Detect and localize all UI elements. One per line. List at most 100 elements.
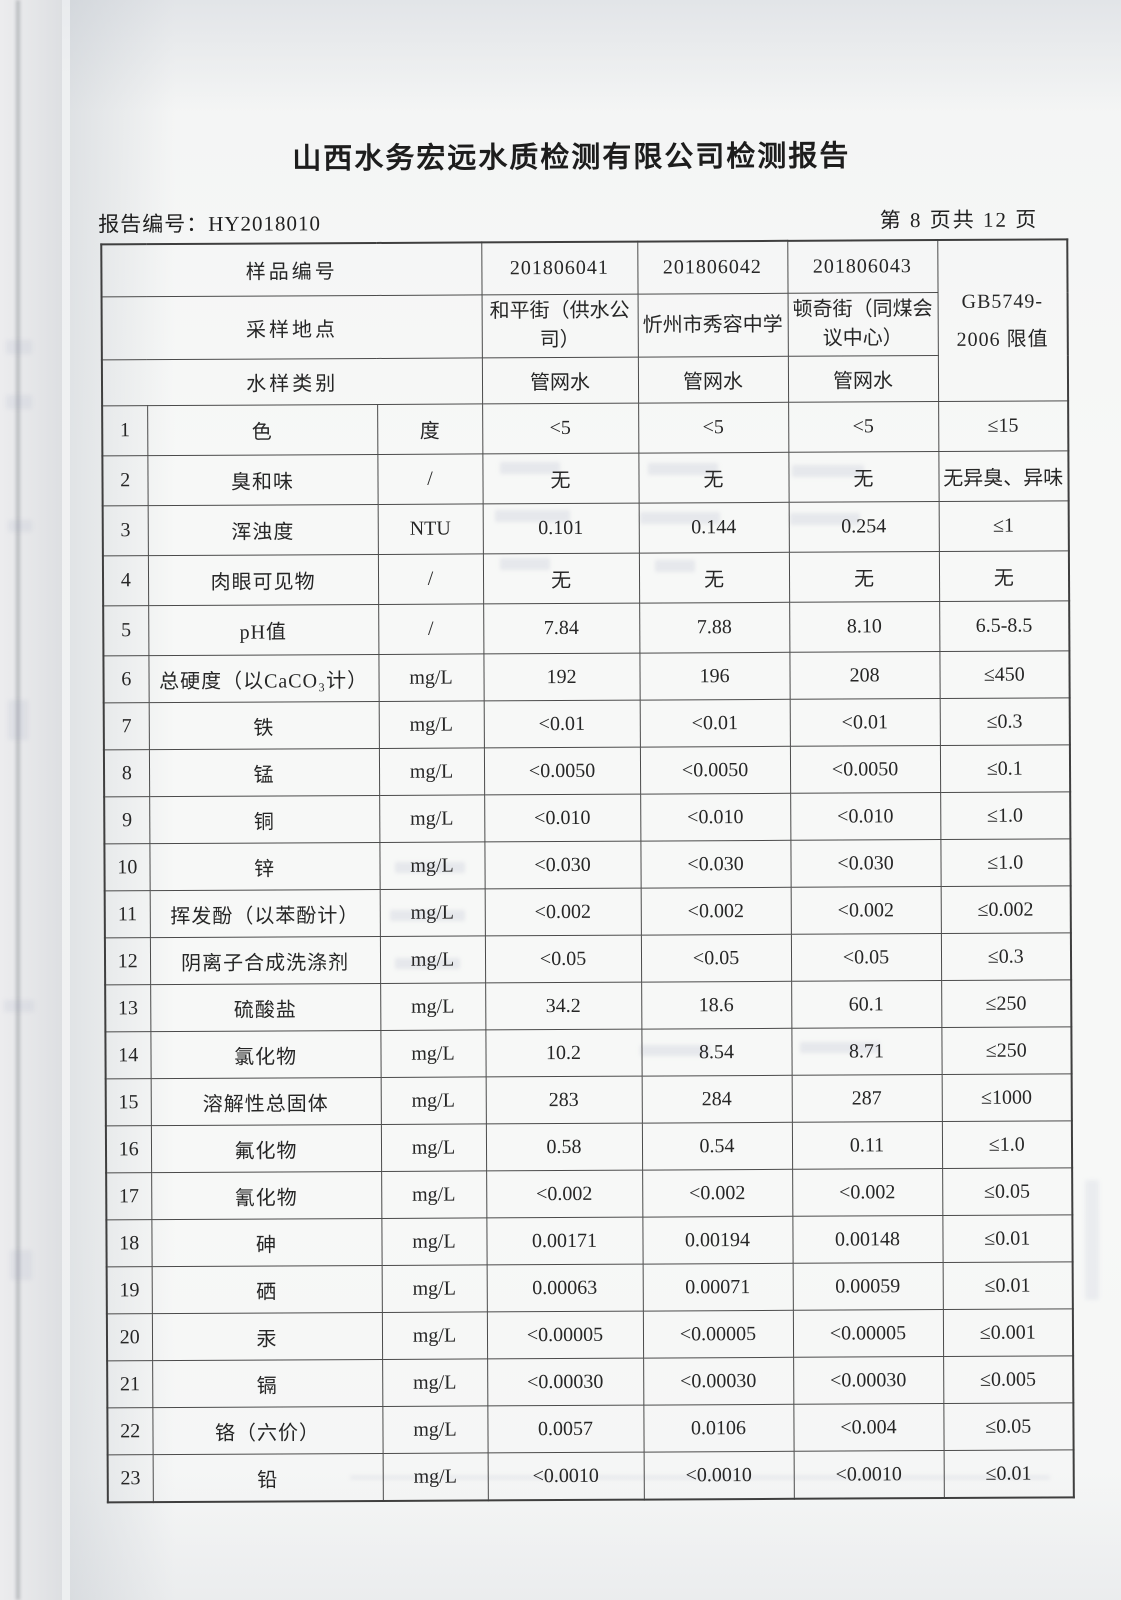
bleed-through-mark <box>395 862 465 873</box>
table-row: 23 铅 mg/L <0.0010 <0.0010 <0.0010 ≤0.01 <box>107 1449 1074 1503</box>
unit-cell: mg/L <box>382 1452 488 1501</box>
value-cell-sample2: 284 <box>641 1075 792 1124</box>
bleed-through-mark <box>10 1250 32 1280</box>
limit-cell: ≤250 <box>941 1026 1072 1075</box>
parameter-name-cell: 臭和味 <box>147 454 378 506</box>
value-cell-sample3: <5 <box>788 401 939 453</box>
bleed-through-mark <box>655 560 695 572</box>
value-cell-sample2: <0.00030 <box>643 1357 794 1406</box>
value-cell-sample1: <0.00005 <box>486 1311 644 1359</box>
bleed-through-mark <box>495 510 570 522</box>
value-cell-sample1: 7.84 <box>483 603 640 654</box>
bleed-through-mark <box>390 910 465 921</box>
limit-cell: ≤15 <box>938 400 1069 452</box>
value-cell-sample2: 0.0106 <box>643 1404 794 1453</box>
limit-cell: 6.5-8.5 <box>939 600 1070 652</box>
value-cell-sample3: 0.254 <box>788 501 939 553</box>
limit-cell: ≤250 <box>941 979 1072 1028</box>
parameter-name-cell: 锌 <box>149 842 380 891</box>
value-cell-sample2: 无 <box>638 552 790 604</box>
unit-cell: mg/L <box>380 1029 486 1078</box>
report-number-value: HY2018010 <box>208 211 322 236</box>
water-type-cell: 管网水 <box>481 357 639 404</box>
header-row-water-type: 水样类别 管网水 管网水 管网水 <box>101 355 1068 406</box>
table-row: 1 色 度 <5 <5 <5 ≤15 <box>102 400 1069 456</box>
underlying-page-edge <box>0 0 62 1600</box>
row-number-cell: 9 <box>104 796 150 844</box>
limit-cell: ≤0.005 <box>943 1355 1074 1404</box>
value-cell-sample3: 8.71 <box>791 1027 942 1076</box>
row-number-cell: 11 <box>104 890 150 938</box>
document-content: 山西水务宏远水质检测有限公司检测报告 报告编号：HY2018010 第 8 页共… <box>98 140 1075 1504</box>
bleed-through-mark <box>1085 1180 1099 1300</box>
value-cell-sample1: 无 <box>482 553 640 604</box>
limit-standard-line2: 2006 限值 <box>956 327 1049 351</box>
parameter-name-cell: 氟化物 <box>150 1124 382 1173</box>
unit-cell: NTU <box>377 503 483 555</box>
water-type-label-cell: 水样类别 <box>101 357 483 406</box>
value-cell-sample1: <0.0010 <box>487 1452 644 1501</box>
unit-cell: mg/L <box>378 700 484 749</box>
limit-cell: 无 <box>938 550 1070 602</box>
value-cell-sample1: 0.0057 <box>487 1405 644 1453</box>
value-cell-sample1: <0.030 <box>484 841 641 889</box>
row-number-cell: 19 <box>106 1266 152 1314</box>
unit-cell: mg/L <box>379 935 486 984</box>
value-cell-sample3: <0.002 <box>790 886 941 935</box>
value-cell-sample3: 无 <box>788 451 939 503</box>
header-row-location: 采样地点 和平街（供水公司） 忻州市秀容中学 顿奇街（同煤会议中心） <box>101 292 1068 360</box>
value-cell-sample2: 196 <box>639 652 790 701</box>
row-number-cell: 17 <box>106 1172 152 1220</box>
value-cell-sample1: <0.002 <box>486 1170 643 1218</box>
parameter-name-cell: 铜 <box>149 795 380 844</box>
table-row: 14 氯化物 mg/L 10.2 8.54 8.71 ≤250 <box>105 1026 1072 1079</box>
row-number-cell: 23 <box>107 1454 153 1503</box>
unit-cell: mg/L <box>381 1311 488 1360</box>
value-cell-sample3: 208 <box>789 651 940 700</box>
unit-cell: mg/L <box>379 888 485 937</box>
limit-cell: ≤0.01 <box>943 1449 1074 1499</box>
value-cell-sample3: <0.00005 <box>792 1309 944 1358</box>
value-cell-sample3: 8.10 <box>789 601 940 653</box>
table-row: 18 砷 mg/L 0.00171 0.00194 0.00148 ≤0.01 <box>106 1214 1073 1267</box>
unit-cell: mg/L <box>381 1170 487 1219</box>
limit-cell: ≤1000 <box>941 1073 1072 1122</box>
limit-cell: ≤0.05 <box>942 1167 1073 1216</box>
table-row: 15 溶解性总固体 mg/L 283 284 287 ≤1000 <box>105 1073 1072 1126</box>
parameter-name-cell: 色 <box>147 404 378 456</box>
unit-cell: / <box>377 553 484 605</box>
row-number-cell: 15 <box>105 1078 151 1126</box>
header-row-sample-no: 样品编号 201806041 201806042 201806043 GB574… <box>101 239 1069 402</box>
table-row: 19 硒 mg/L 0.00063 0.00071 0.00059 ≤0.01 <box>106 1261 1073 1314</box>
page-indicator: 第 8 页共 12 页 <box>879 207 1039 233</box>
sample-no-cell: 201806041 <box>481 241 638 295</box>
page-crease-line <box>16 0 20 1600</box>
value-cell-sample1: 无 <box>482 453 639 504</box>
report-number-label: 报告编号： <box>98 211 209 237</box>
table-row: 20 汞 mg/L <0.00005 <0.00005 <0.00005 ≤0.… <box>106 1308 1074 1361</box>
value-cell-sample2: <0.002 <box>642 1169 793 1218</box>
unit-cell: / <box>378 603 484 655</box>
table-row: 3 浑浊度 NTU 0.101 0.144 0.254 ≤1 <box>102 500 1069 556</box>
table-row: 5 pH值 / 7.84 7.88 8.10 6.5-8.5 <box>103 600 1070 656</box>
water-type-cell: 管网水 <box>637 356 789 404</box>
value-cell-sample1: 192 <box>483 653 640 701</box>
unit-cell: mg/L <box>379 841 485 890</box>
unit-cell: 度 <box>377 403 483 455</box>
value-cell-sample3: <0.004 <box>793 1403 944 1452</box>
limit-cell: ≤0.002 <box>940 885 1071 934</box>
parameter-name-cell: 浑浊度 <box>147 504 378 556</box>
limit-standard-header-cell: GB5749- 2006 限值 <box>937 239 1069 402</box>
value-cell-sample1: <0.010 <box>484 794 641 842</box>
table-row: 16 氟化物 mg/L 0.58 0.54 0.11 ≤1.0 <box>105 1120 1073 1173</box>
sample-no-cell: 201806042 <box>637 240 788 295</box>
value-cell-sample2: <0.0050 <box>639 746 791 795</box>
value-cell-sample1: 34.2 <box>485 982 642 1030</box>
table-row: 9 铜 mg/L <0.010 <0.010 <0.010 ≤1.0 <box>104 791 1071 844</box>
value-cell-sample2: <0.0010 <box>643 1451 794 1500</box>
limit-cell: ≤0.01 <box>942 1261 1073 1310</box>
limit-cell: ≤0.3 <box>939 697 1070 746</box>
limit-cell: 无异臭、异味 <box>938 450 1069 502</box>
table-row: 6 总硬度（以CaCO₃计） mg/L 192 196 208 ≤450 <box>103 650 1070 703</box>
value-cell-sample2: <5 <box>638 402 789 454</box>
